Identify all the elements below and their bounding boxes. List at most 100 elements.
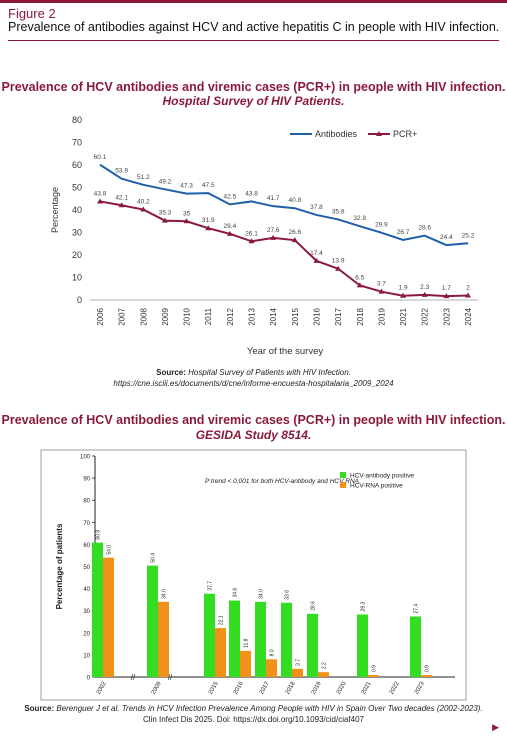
y-tick-label: 20 bbox=[83, 631, 90, 637]
pcr-data-label: 26.1 bbox=[245, 230, 258, 237]
pcr-marker bbox=[313, 257, 320, 263]
chart1-subtitle: Hospital Survey of HIV Patients. bbox=[162, 94, 345, 108]
x-tick-label: 2024 bbox=[464, 307, 473, 325]
pcr-data-label: 2.3 bbox=[420, 284, 429, 291]
pcr-marker bbox=[118, 202, 125, 208]
y-tick-label: 80 bbox=[72, 115, 82, 125]
chart2-source-label: Source: bbox=[24, 704, 55, 713]
y-tick-label: 50 bbox=[72, 183, 82, 193]
antibodies-data-label: 40.8 bbox=[288, 197, 301, 204]
hcv-rna-bar bbox=[215, 628, 226, 677]
line-chart: 0 10 20 30 40 50 60 70 80 Percentage 2006 2007 2008 2… bbox=[50, 115, 478, 357]
pcr-marker bbox=[443, 293, 450, 299]
hcv-antibody-bar bbox=[92, 542, 103, 677]
x-tick-label: 2007 bbox=[118, 307, 127, 325]
antibodies-data-label: 24.4 bbox=[440, 234, 453, 241]
x-tick-label: 2008 bbox=[139, 307, 148, 325]
hcv-rna-bar bbox=[103, 557, 114, 677]
pcr-data-label: 3.7 bbox=[377, 281, 386, 288]
hcv-antibody-bar bbox=[229, 600, 240, 677]
x-tick-label: 2023 bbox=[442, 307, 451, 325]
x-tick-label: 2012 bbox=[226, 307, 235, 325]
chart1-source-label: Source: bbox=[156, 368, 186, 377]
pcr-data-label: 17.4 bbox=[310, 250, 323, 257]
antibodies-data-label: 28.6 bbox=[418, 225, 431, 232]
legend-hcv-rna-swatch bbox=[340, 482, 346, 488]
y-tick-label: 10 bbox=[83, 653, 90, 659]
pcr-marker bbox=[291, 237, 298, 243]
pcr-data-label: 1.7 bbox=[442, 285, 451, 292]
y-tick-label: 20 bbox=[72, 250, 82, 260]
hcv-antibody-bar bbox=[255, 601, 266, 677]
x-tick-label: 2018 bbox=[356, 307, 365, 325]
hcv-antibody-data-label: 28.6 bbox=[311, 601, 317, 611]
hcv-rna-bar bbox=[292, 668, 303, 677]
pcr-data-label: 2 bbox=[466, 285, 470, 292]
y-tick-label: 100 bbox=[80, 455, 91, 461]
antibodies-data-label: 26.7 bbox=[397, 229, 410, 236]
hcv-antibody-bar bbox=[147, 565, 158, 677]
y-tick-label: 70 bbox=[72, 138, 82, 148]
chart2-title: Prevalence of HCV antibodies and viremic… bbox=[1, 413, 506, 427]
p-trend-annotation: P trend < 0.001 for both HCV-antibody an… bbox=[205, 478, 359, 485]
hcv-antibody-data-label: 27.4 bbox=[414, 603, 420, 613]
pcr-data-label: 35.3 bbox=[159, 210, 172, 217]
x-tick-label: 2006 bbox=[96, 307, 105, 325]
pcr-data-label: 13.9 bbox=[332, 258, 345, 265]
legend-pcr-marker bbox=[376, 131, 382, 136]
header-divider bbox=[8, 40, 499, 41]
chart1-source-text: Hospital Survey of Patients with HIV Inf… bbox=[188, 368, 351, 377]
pcr-data-label: 42.1 bbox=[115, 194, 128, 201]
hcv-rna-bar bbox=[240, 650, 251, 677]
chart1-source-url[interactable]: https://cne.isciii.es/documents/d/cne/in… bbox=[113, 379, 394, 388]
x-tick-label: 2019 bbox=[377, 307, 386, 325]
y-tick-label: 90 bbox=[83, 477, 90, 483]
antibodies-data-label: 35.8 bbox=[332, 208, 345, 215]
antibodies-data-label: 53.9 bbox=[115, 168, 128, 175]
y-tick-label: 80 bbox=[83, 499, 90, 505]
pcr-marker bbox=[226, 230, 233, 236]
figure-caption: Prevalence of antibodies against HCV and… bbox=[8, 20, 500, 34]
pcr-marker bbox=[140, 206, 147, 212]
hcv-rna-data-label: 54.0 bbox=[107, 545, 113, 555]
axis-break-mark: // bbox=[168, 673, 173, 682]
y-tick-label: 50 bbox=[83, 565, 90, 571]
pcr-marker bbox=[97, 198, 103, 204]
legend-hcv-antibody-swatch bbox=[340, 472, 346, 478]
triangle-right-icon[interactable]: ▶ bbox=[492, 722, 499, 732]
pcr-marker bbox=[248, 238, 255, 244]
chart1-source: Source: Hospital Survey of Patients with… bbox=[0, 367, 507, 389]
pcr-data-label: 43.8 bbox=[94, 190, 107, 197]
antibodies-data-label: 47.3 bbox=[180, 183, 193, 190]
pcr-data-label: 40.2 bbox=[137, 199, 150, 206]
hcv-rna-bar bbox=[368, 675, 379, 677]
legend-pcr-label: PCR+ bbox=[393, 129, 417, 139]
pcr-marker bbox=[205, 225, 212, 231]
chart2-subtitle: GESIDA Study 8514. bbox=[195, 428, 312, 442]
pcr-data-label: 27.6 bbox=[267, 227, 280, 234]
x-tick-label: 2014 bbox=[269, 307, 278, 325]
x-tick-label: 2017 bbox=[334, 307, 343, 325]
hcv-antibody-data-label: 28.3 bbox=[361, 602, 367, 612]
x-tick-label: 2022 bbox=[421, 307, 430, 325]
hcv-antibody-data-label: 50.4 bbox=[151, 553, 157, 563]
y-tick-label: 60 bbox=[72, 160, 82, 170]
chart2-source-text2[interactable]: Clin Infect Dis 2025. Doi: https://dx.do… bbox=[142, 715, 364, 724]
y-axis-label: Percentage bbox=[50, 187, 60, 233]
legend-hcv-rna-label: HCV-RNA positive bbox=[350, 483, 403, 490]
pcr-marker bbox=[161, 217, 168, 223]
x-tick-label: 2015 bbox=[291, 307, 300, 325]
hcv-antibody-data-label: 33.6 bbox=[285, 590, 291, 600]
antibodies-data-label: 41.7 bbox=[267, 195, 280, 202]
pcr-marker bbox=[465, 292, 471, 298]
y-tick-label: 70 bbox=[83, 521, 90, 527]
antibodies-data-label: 51.2 bbox=[137, 174, 150, 181]
antibodies-data-label: 43.8 bbox=[245, 190, 258, 197]
pcr-data-label: 6.5 bbox=[355, 274, 364, 281]
hcv-rna-data-label: 11.8 bbox=[244, 638, 250, 648]
legend-hcv-antibody-label: HCV-antibody positive bbox=[350, 473, 414, 480]
pcr-marker bbox=[270, 234, 277, 240]
hcv-antibody-bar bbox=[281, 602, 292, 677]
hcv-rna-data-label: 22.1 bbox=[219, 615, 225, 625]
antibodies-line bbox=[99, 163, 469, 247]
